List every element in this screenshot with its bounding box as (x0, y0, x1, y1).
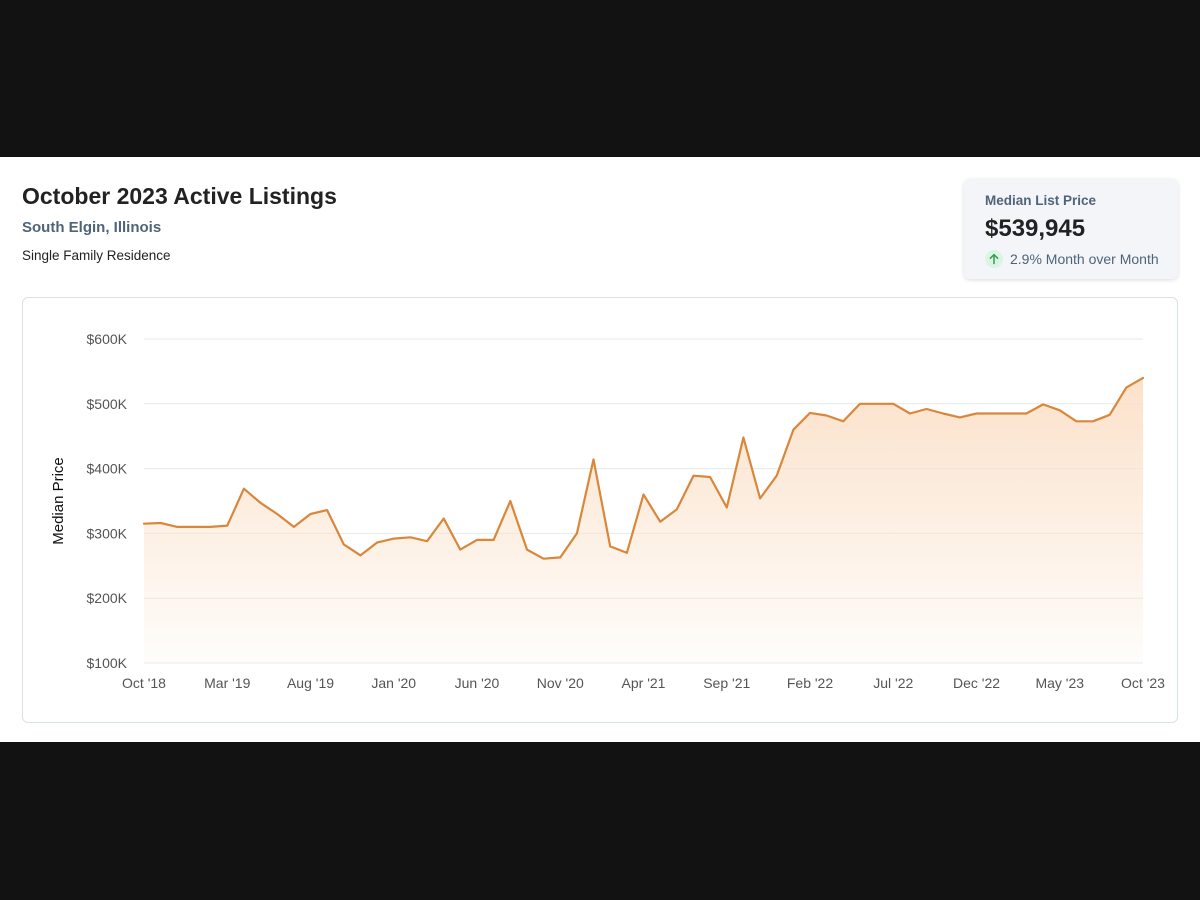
x-tick-label: Jan '20 (371, 675, 416, 691)
stat-change: 2.9% Month over Month (985, 250, 1159, 268)
median-price-area (144, 377, 1143, 663)
x-tick-label: Aug '19 (287, 675, 334, 691)
x-tick-label: Jun '20 (455, 675, 500, 691)
x-tick-label: Oct '23 (1121, 675, 1165, 691)
x-tick-label: May '23 (1035, 675, 1084, 691)
stat-value: $539,945 (985, 215, 1086, 242)
location-label: South Elgin, Illinois (22, 219, 162, 236)
median-price-line (142, 376, 1145, 560)
price-chart-frame: $100K $200K $300K $400K $500K $600K Oct '18 Ma… (22, 297, 1178, 723)
x-tick-label: Jul '22 (873, 675, 913, 691)
page-title: October 2023 Active Listings (22, 183, 337, 209)
y-tick-label: $500K (87, 396, 128, 412)
median-list-price-card: Median List Price $539,945 2.9% Month ov… (964, 179, 1178, 279)
stat-change-text: 2.9% Month over Month (1010, 251, 1159, 267)
listing-panel: October 2023 Active Listings South Elgin… (0, 157, 1200, 742)
y-tick-label: $200K (87, 590, 128, 606)
arrow-up-icon (985, 250, 1003, 268)
x-tick-label: Nov '20 (537, 675, 584, 691)
x-tick-label: Feb '22 (787, 675, 833, 691)
x-tick-label: Sep '21 (703, 675, 750, 691)
y-tick-label: $600K (87, 331, 128, 347)
property-type-label: Single Family Residence (22, 248, 171, 263)
y-tick-label: $400K (87, 461, 128, 477)
x-tick-label: Mar '19 (204, 675, 250, 691)
median-price-chart: $100K $200K $300K $400K $500K $600K Oct '18 Ma… (50, 331, 1165, 691)
y-tick-label: $300K (87, 525, 128, 541)
y-tick-label: $100K (87, 655, 128, 671)
x-tick-label: Oct '18 (122, 675, 166, 691)
x-tick-label: Dec '22 (953, 675, 1000, 691)
x-tick-label: Apr '21 (622, 675, 666, 691)
y-axis-title: Median Price (50, 457, 67, 545)
stat-label: Median List Price (985, 193, 1097, 208)
